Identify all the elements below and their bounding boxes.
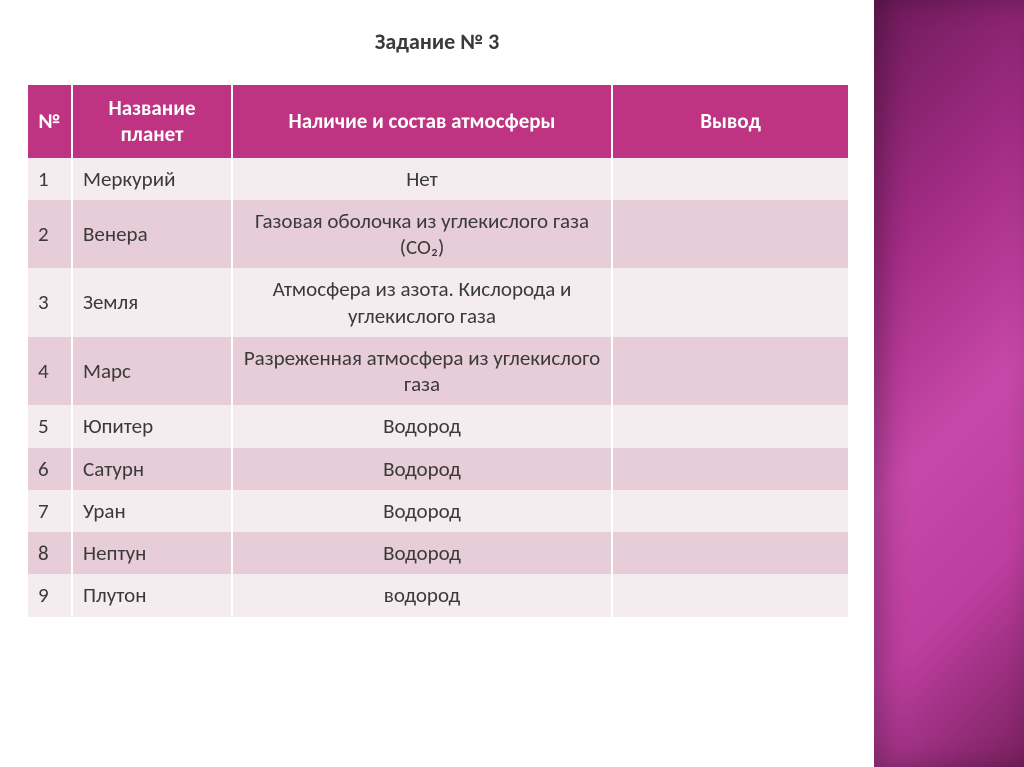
col-conclusion: Вывод [612,85,848,158]
cell-planet: Венера [72,200,232,269]
table-header-row: № Название планет Наличие и состав атмос… [28,85,848,158]
cell-number: 7 [28,490,72,532]
slide-content: Задание № 3 № Название планет Наличие и … [0,0,1024,617]
cell-conclusion [612,574,848,616]
cell-planet: Юпитер [72,405,232,447]
table-row: 5ЮпитерВодород [28,405,848,447]
table-row: 3ЗемляАтмосфера из азота. Кислорода и уг… [28,268,848,337]
cell-atmosphere: водород [232,574,612,616]
cell-conclusion [612,405,848,447]
table-body: 1МеркурийНет2ВенераГазовая оболочка из у… [28,158,848,617]
table-row: 2ВенераГазовая оболочка из углекислого г… [28,200,848,269]
cell-atmosphere: Водород [232,532,612,574]
page-title: Задание № 3 [0,28,874,55]
col-atmosphere: Наличие и состав атмосферы [232,85,612,158]
cell-planet: Марс [72,337,232,406]
table-row: 8НептунВодород [28,532,848,574]
cell-conclusion [612,158,848,200]
cell-planet: Меркурий [72,158,232,200]
cell-number: 8 [28,532,72,574]
table-row: 7 УранВодород [28,490,848,532]
cell-number: 9 [28,574,72,616]
table-row: 1МеркурийНет [28,158,848,200]
cell-conclusion [612,532,848,574]
cell-conclusion [612,448,848,490]
cell-atmosphere: Водород [232,405,612,447]
cell-atmosphere: Разреженная атмосфера из углекислого газ… [232,337,612,406]
cell-number: 6 [28,448,72,490]
col-number: № [28,85,72,158]
cell-number: 2 [28,200,72,269]
cell-planet: Плутон [72,574,232,616]
cell-planet: Нептун [72,532,232,574]
cell-conclusion [612,268,848,337]
cell-atmosphere: Нет [232,158,612,200]
cell-atmosphere: Водород [232,448,612,490]
table-row: 9Плутонводород [28,574,848,616]
cell-conclusion [612,337,848,406]
cell-number: 1 [28,158,72,200]
cell-atmosphere: Атмосфера из азота. Кислорода и углекисл… [232,268,612,337]
cell-atmosphere: Водород [232,490,612,532]
cell-conclusion [612,490,848,532]
cell-conclusion [612,200,848,269]
cell-number: 3 [28,268,72,337]
cell-planet: Уран [72,490,232,532]
cell-number: 4 [28,337,72,406]
cell-planet: Земля [72,268,232,337]
col-planet: Название планет [72,85,232,158]
cell-atmosphere: Газовая оболочка из углекислого газа (CO… [232,200,612,269]
cell-planet: Сатурн [72,448,232,490]
table-row: 6СатурнВодород [28,448,848,490]
cell-number: 5 [28,405,72,447]
table-row: 4МарсРазреженная атмосфера из углекислог… [28,337,848,406]
planets-table: № Название планет Наличие и состав атмос… [28,85,848,617]
